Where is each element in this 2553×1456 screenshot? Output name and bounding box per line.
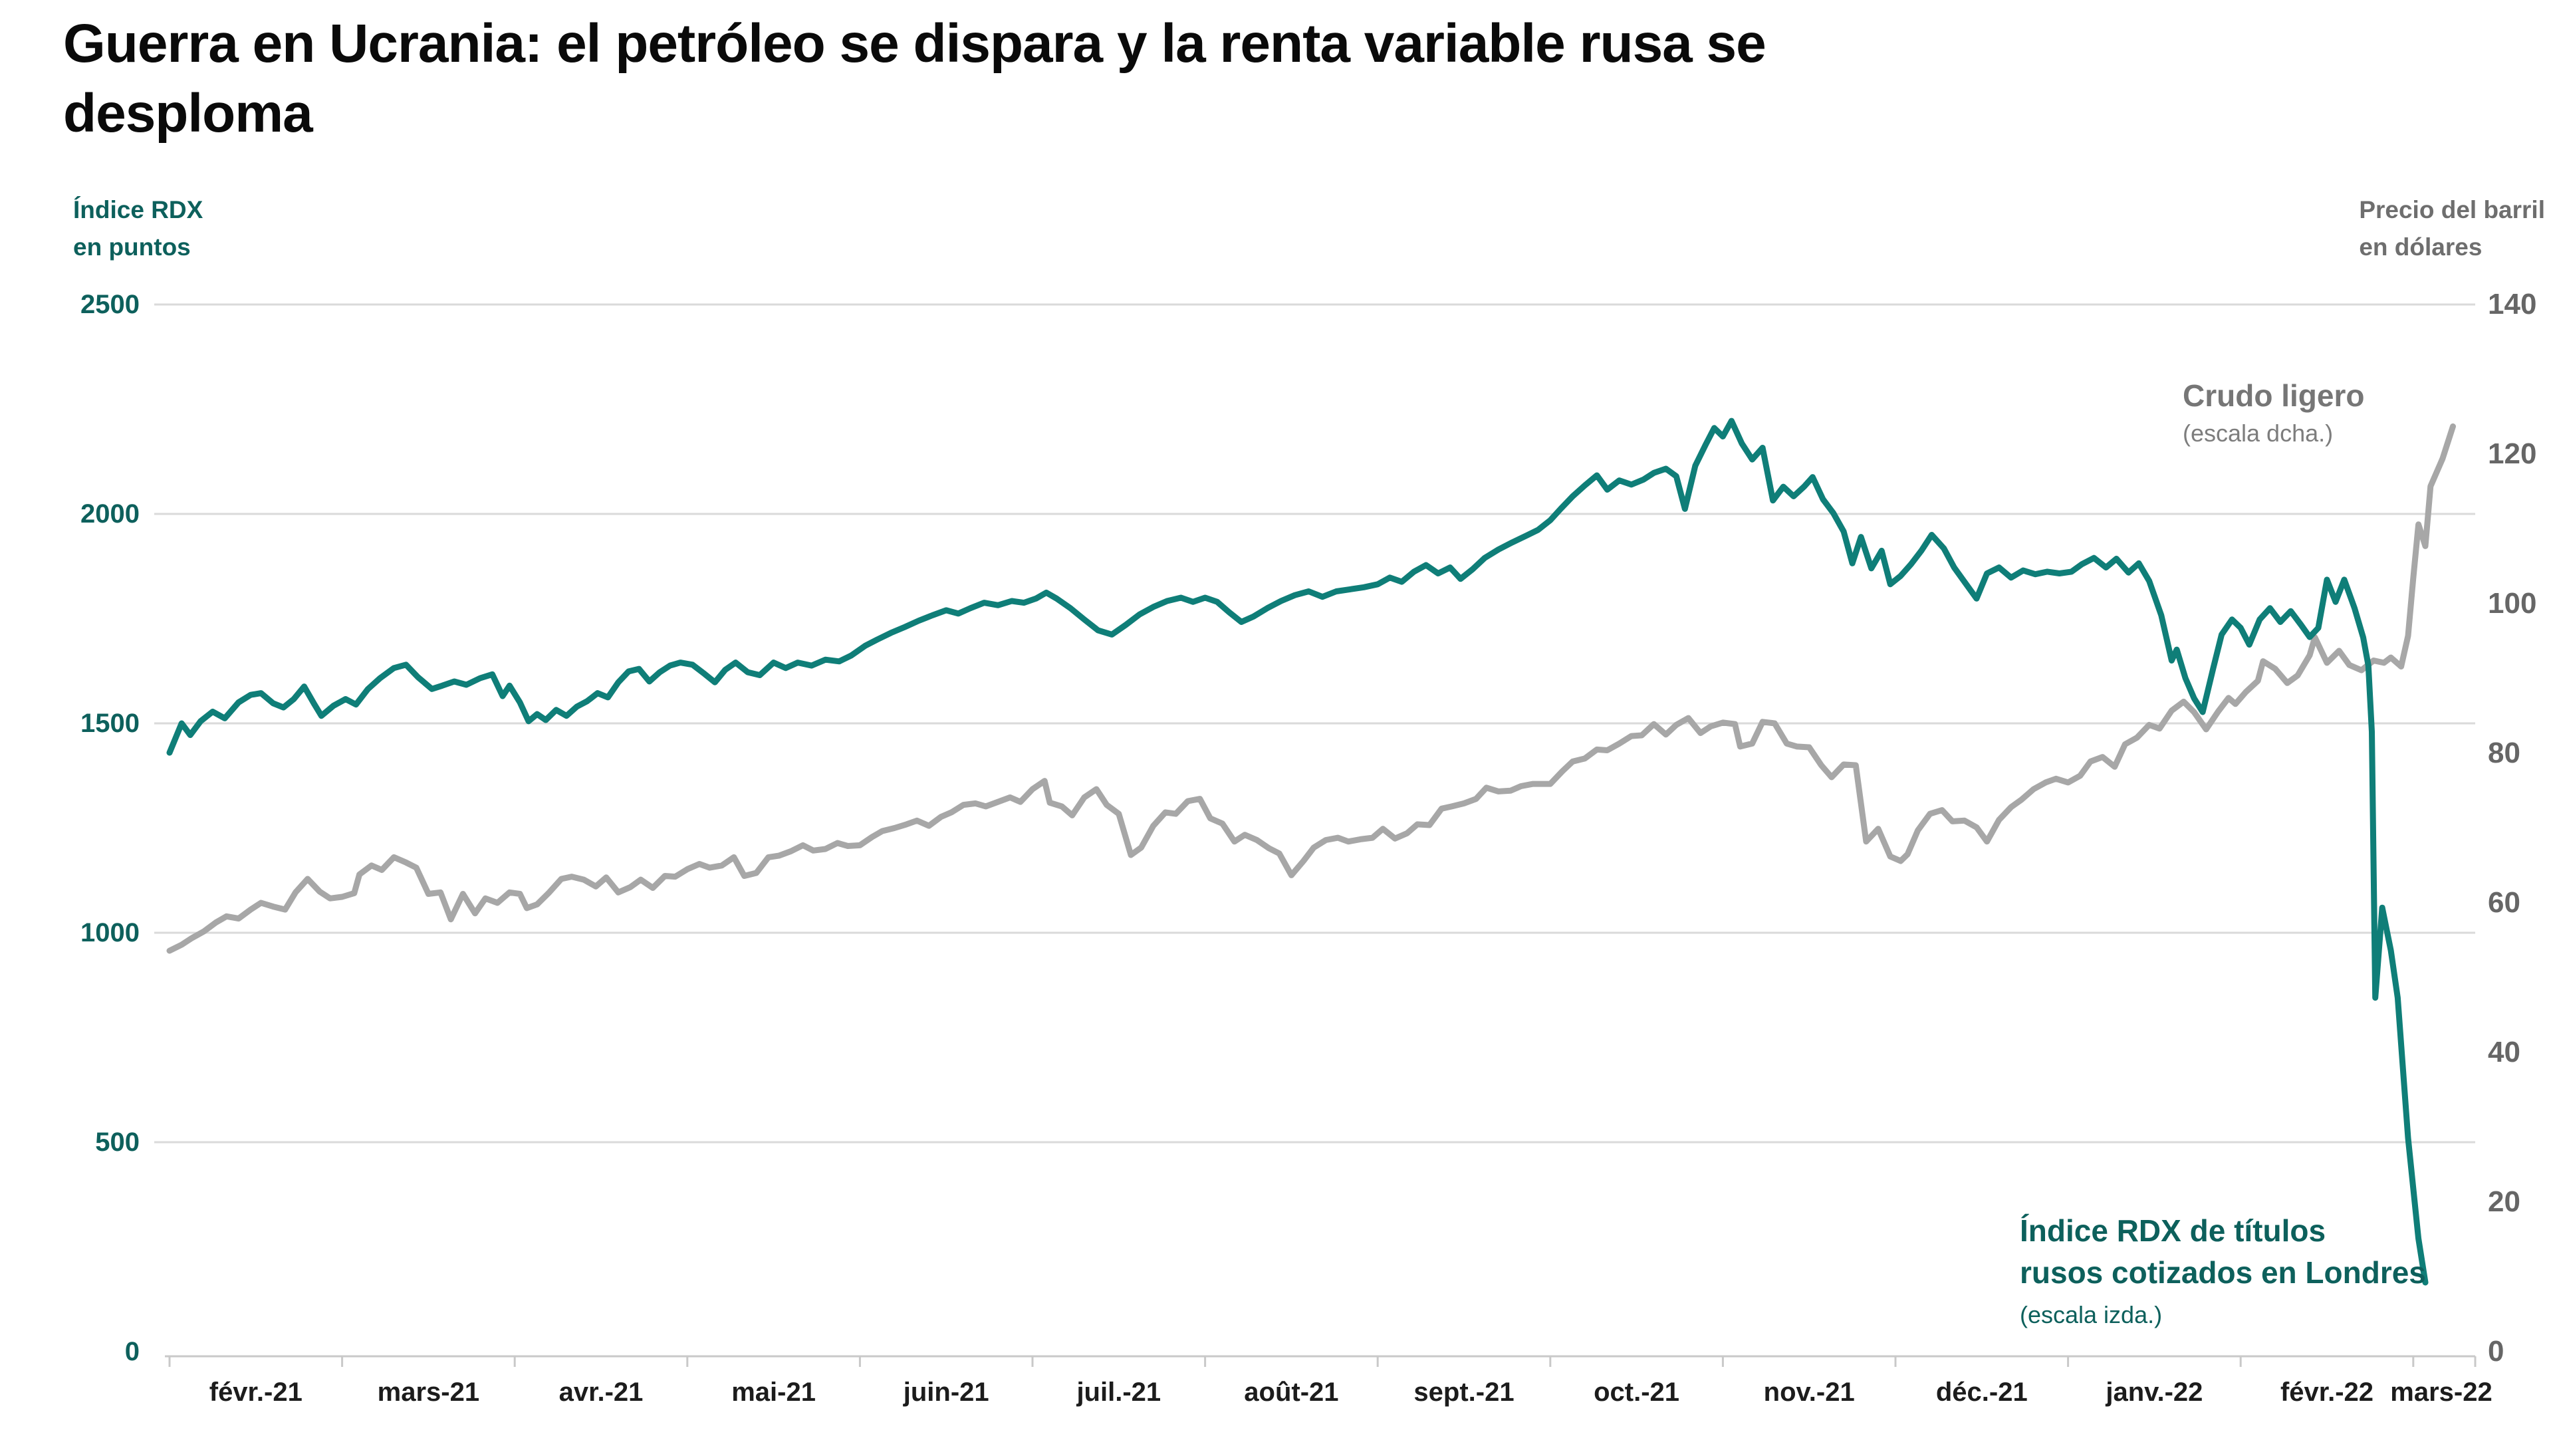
rdx-series-scale-note: (escala izda.) [2020,1300,2163,1328]
oil-series-scale-note: (escala dcha.) [2183,420,2334,447]
page-title: Guerra en Ucrania: el petróleo se dispar… [63,13,1766,144]
x-axis-tick-label: févr.-22 [2280,1378,2374,1407]
oil-series-annotation: Crudo ligero (escala dcha.) [2183,378,2364,447]
left-axis-title: Índice RDX en puntos [73,191,203,265]
x-axis-tick-label: août-21 [1244,1378,1339,1407]
right-axis-title-line1: Precio del barril [2359,196,2545,223]
left-axis-tick-label: 1500 [80,709,140,738]
left-axis-tick-label: 500 [95,1128,140,1157]
oil-line [166,423,2456,954]
left-axis-tick-label: 2500 [80,290,140,319]
right-axis-tick-label: 0 [2488,1335,2504,1368]
rdx-series-annotation: Índice RDX de títulos rusos cotizados en… [2020,1210,2426,1329]
right-axis-title-line2: en dólares [2359,233,2483,261]
rdx-series-label-line2: rusos cotizados en Londres [2020,1255,2426,1290]
x-axis-tick-label: sept.-21 [1413,1378,1515,1407]
right-axis-tick-label: 40 [2488,1036,2520,1068]
right-axis-tick-label: 80 [2488,737,2520,769]
left-axis-tick-label: 2000 [80,499,140,529]
left-axis-title-line2: en puntos [73,233,191,261]
right-axis-tick-label: 20 [2488,1185,2520,1218]
right-axis-title: Precio del barril en dólares [2359,191,2545,265]
right-axis-tick-label: 100 [2488,587,2537,620]
x-axis-tick-label: mai-21 [731,1378,816,1407]
x-axis-tick-label: mars-22 [2390,1378,2492,1407]
right-axis-tick-label: 140 [2488,288,2537,320]
x-axis-tick-label: déc.-21 [1935,1378,2028,1407]
right-axis-tick-label: 60 [2488,886,2520,919]
x-axis-tick-label: févr.-21 [209,1378,303,1407]
x-axis-tick-label: janv.-22 [2106,1378,2203,1407]
left-axis-tick-label: 1000 [80,918,140,947]
left-axis-tick-label: 0 [124,1337,140,1366]
rdx-line [166,418,2429,1286]
right-axis-tick-label: 120 [2488,437,2537,470]
x-axis-tick-label: avr.-21 [558,1378,644,1407]
x-axis-tick-label: oct.-21 [1594,1378,1680,1407]
x-axis-tick-label: mars-21 [377,1378,480,1407]
x-axis-tick-label: juin-21 [903,1378,989,1407]
x-axis-tick-label: juil.-21 [1076,1378,1161,1407]
rdx-series-label-line1: Índice RDX de títulos [2020,1213,2326,1248]
x-axis-tick-label: nov.-21 [1763,1378,1855,1407]
left-axis-title-line1: Índice RDX [73,196,203,223]
oil-series-label: Crudo ligero [2183,378,2365,413]
